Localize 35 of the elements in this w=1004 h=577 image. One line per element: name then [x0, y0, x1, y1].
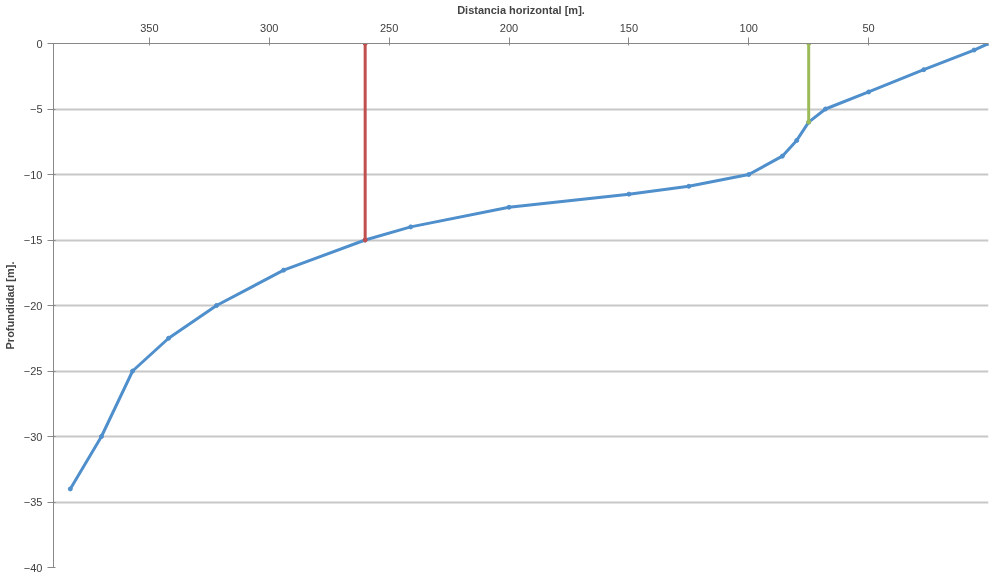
point	[971, 47, 977, 53]
x-tick-label: 100	[739, 21, 758, 34]
x-axis-title: Distancia horizontal [m].	[457, 3, 585, 16]
y-tick-label: −10	[23, 168, 43, 181]
point	[822, 106, 828, 112]
point	[98, 434, 104, 439]
point	[746, 172, 752, 177]
y-tick-label: −20	[23, 299, 43, 312]
y-tick-label: −40	[23, 561, 43, 574]
y-tick-label: −25	[23, 365, 43, 377]
x-tick-label: 300	[260, 21, 279, 34]
point	[866, 89, 872, 95]
point	[214, 303, 220, 308]
point	[281, 267, 287, 273]
y-axis-title: Profundidad [m].	[3, 261, 16, 350]
x-tick-label: 250	[379, 21, 399, 34]
point	[779, 153, 785, 159]
point	[921, 67, 927, 73]
point	[166, 335, 172, 341]
point	[626, 191, 632, 197]
y-tick-label: 0	[36, 37, 43, 50]
x-tick-label: 50	[862, 21, 875, 34]
point	[130, 368, 136, 374]
point	[794, 137, 800, 143]
x-tick-label: 350	[140, 21, 159, 34]
point	[506, 204, 512, 210]
point	[67, 486, 73, 492]
point	[686, 183, 692, 189]
x-tick-label: 150	[619, 21, 639, 34]
x-tick-label: 200	[499, 21, 519, 34]
y-tick-label: −15	[23, 234, 43, 246]
point	[408, 224, 414, 230]
y-tick-label: −5	[29, 103, 43, 115]
y-tick-label: −35	[23, 496, 43, 508]
y-tick-label: −30	[23, 430, 43, 443]
